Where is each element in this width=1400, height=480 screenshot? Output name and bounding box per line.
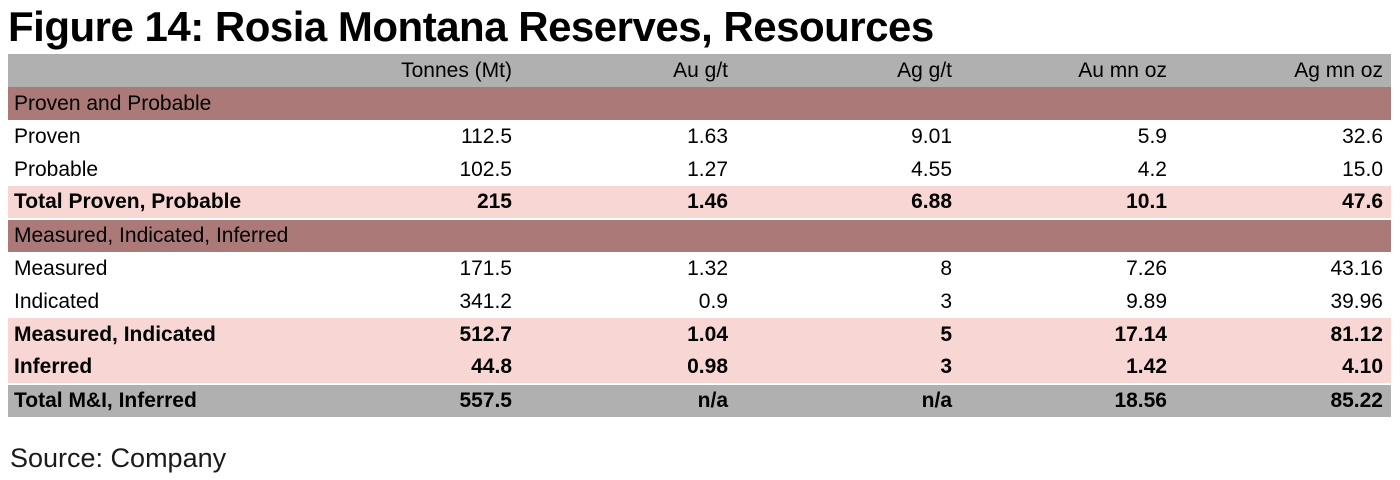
table-row: Probable 102.5 1.27 4.55 4.2 15.0: [8, 153, 1391, 186]
row-label: Proven: [8, 120, 308, 153]
row-value: 1.46: [520, 186, 736, 219]
row-value: 17.14: [960, 318, 1175, 351]
row-label: Total M&I, Inferred: [8, 383, 308, 417]
row-value: n/a: [520, 383, 736, 417]
row-value: 44.8: [308, 351, 520, 384]
row-value: 1.63: [520, 120, 736, 153]
row-value: 171.5: [308, 252, 520, 285]
row-label: Inferred: [8, 351, 308, 384]
row-value: 3: [736, 285, 960, 318]
row-value: 4.55: [736, 153, 960, 186]
reserves-table: Tonnes (Mt) Au g/t Ag g/t Au mn oz Ag mn…: [8, 54, 1391, 417]
table-row: Proven 112.5 1.63 9.01 5.9 32.6: [8, 120, 1391, 153]
column-header-ag-mnoz: Ag mn oz: [1175, 54, 1391, 87]
table-row: Measured, Indicated 512.7 1.04 5 17.14 81.12: [8, 318, 1391, 351]
table-row: Total Proven, Probable 215 1.46 6.88 10.1 47.…: [8, 186, 1391, 219]
row-value: 3: [736, 351, 960, 384]
row-label: Measured, Indicated: [8, 318, 308, 351]
row-value: 4.10: [1175, 351, 1391, 384]
row-value: 1.42: [960, 351, 1175, 384]
row-value: 39.96: [1175, 285, 1391, 318]
row-value: 7.26: [960, 252, 1175, 285]
row-value: 5: [736, 318, 960, 351]
row-label: Total Proven, Probable: [8, 186, 308, 219]
column-header-tonnes: Tonnes (Mt): [308, 54, 520, 87]
row-value: 47.6: [1175, 186, 1391, 219]
table-row: Total M&I, Inferred 557.5 n/a n/a 18.56 85.22: [8, 383, 1391, 417]
row-value: 1.27: [520, 153, 736, 186]
section-row: Proven and Probable: [8, 87, 1391, 120]
row-value: 102.5: [308, 153, 520, 186]
section-label: Proven and Probable: [8, 87, 1391, 120]
row-label: Indicated: [8, 285, 308, 318]
source-attribution: Source: Company: [10, 443, 227, 473]
row-value: 8: [736, 252, 960, 285]
row-value: n/a: [736, 383, 960, 417]
table-body: Proven and Probable Proven 112.5 1.63 9.01 5.…: [8, 87, 1391, 417]
figure-title: Figure 14: Rosia Montana Reserves, Resou…: [8, 3, 934, 50]
row-value: 341.2: [308, 285, 520, 318]
row-value: 9.01: [736, 120, 960, 153]
row-value: 1.04: [520, 318, 736, 351]
table-header-row: Tonnes (Mt) Au g/t Ag g/t Au mn oz Ag mn…: [8, 54, 1391, 87]
table-row: Inferred 44.8 0.98 3 1.42 4.10: [8, 351, 1391, 384]
column-header-ag-gt: Ag g/t: [736, 54, 960, 87]
row-value: 0.9: [520, 285, 736, 318]
row-value: 32.6: [1175, 120, 1391, 153]
row-value: 6.88: [736, 186, 960, 219]
row-value: 4.2: [960, 153, 1175, 186]
row-value: 18.56: [960, 383, 1175, 417]
row-value: 15.0: [1175, 153, 1391, 186]
row-value: 43.16: [1175, 252, 1391, 285]
column-header-au-gt: Au g/t: [520, 54, 736, 87]
row-label: Measured: [8, 252, 308, 285]
column-header-au-mnoz: Au mn oz: [960, 54, 1175, 87]
row-value: 5.9: [960, 120, 1175, 153]
column-header-blank: [8, 54, 308, 87]
row-value: 81.12: [1175, 318, 1391, 351]
row-label: Probable: [8, 153, 308, 186]
row-value: 9.89: [960, 285, 1175, 318]
row-value: 85.22: [1175, 383, 1391, 417]
section-row: Measured, Indicated, Inferred: [8, 218, 1391, 252]
section-label: Measured, Indicated, Inferred: [8, 218, 1391, 252]
row-value: 557.5: [308, 383, 520, 417]
row-value: 0.98: [520, 351, 736, 384]
table-row: Measured 171.5 1.32 8 7.26 43.16: [8, 252, 1391, 285]
row-value: 512.7: [308, 318, 520, 351]
table-row: Indicated 341.2 0.9 3 9.89 39.96: [8, 285, 1391, 318]
row-value: 10.1: [960, 186, 1175, 219]
row-value: 112.5: [308, 120, 520, 153]
row-value: 1.32: [520, 252, 736, 285]
row-value: 215: [308, 186, 520, 219]
